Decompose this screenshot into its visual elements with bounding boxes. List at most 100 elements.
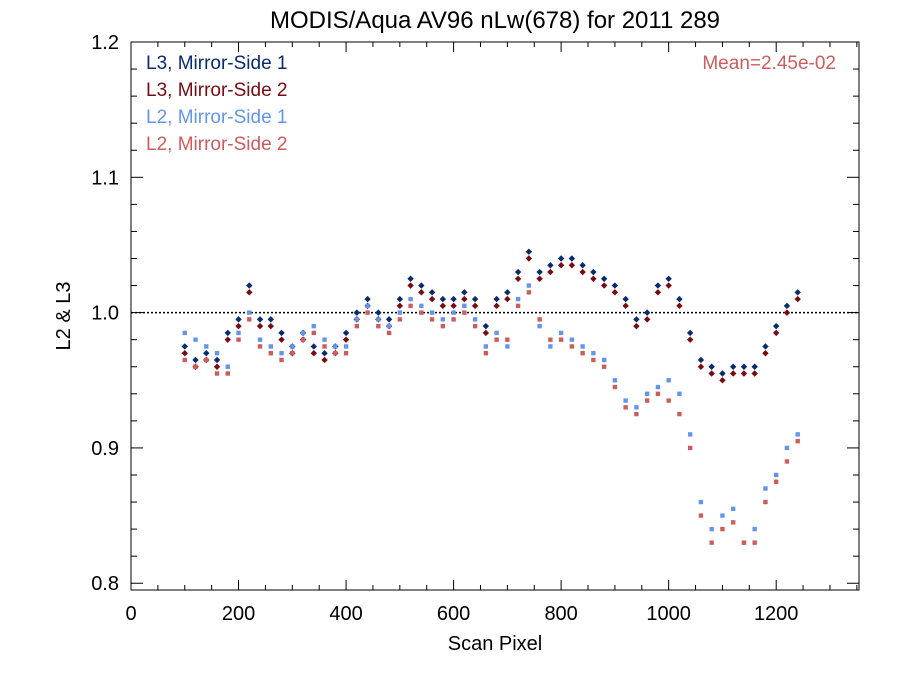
point-series-0 (493, 295, 500, 303)
point-series-1 (643, 316, 651, 323)
point-series-3 (182, 357, 187, 363)
point-series-0 (450, 295, 457, 303)
point-series-3 (451, 317, 456, 322)
point-series-1 (772, 329, 780, 337)
point-series-3 (365, 310, 370, 315)
point-series-1 (461, 295, 468, 303)
x-tick-label: 200 (222, 603, 255, 625)
point-series-2 (644, 391, 650, 397)
point-series-1 (418, 289, 425, 296)
point-series-1 (600, 282, 608, 289)
point-series-0 (622, 295, 629, 303)
point-series-1 (633, 322, 640, 330)
point-series-1 (783, 309, 791, 316)
point-series-0 (751, 363, 758, 370)
point-series-3 (462, 310, 467, 315)
point-series-0 (396, 295, 404, 303)
legend-entry-l3-ms2: L3, Mirror-Side 2 (146, 80, 288, 101)
point-series-0 (536, 268, 543, 276)
point-series-0 (418, 282, 425, 289)
point-series-3 (290, 351, 295, 356)
point-series-2 (569, 337, 575, 342)
point-series-3 (494, 337, 499, 342)
legend-entry-l3-ms1: L3, Mirror-Side 1 (146, 53, 288, 74)
point-series-3 (612, 384, 618, 390)
point-series-2 (655, 384, 661, 390)
point-series-1 (719, 377, 726, 384)
point-series-0 (267, 316, 274, 323)
point-series-0 (600, 275, 608, 282)
point-series-1 (224, 336, 231, 343)
point-series-2 (257, 337, 263, 342)
point-series-3 (795, 438, 800, 444)
point-series-1 (246, 289, 253, 296)
point-series-3 (741, 540, 747, 545)
point-series-0 (385, 316, 393, 323)
point-series-3 (429, 317, 435, 322)
point-series-1 (235, 322, 242, 330)
chart-title: MODIS/Aqua AV96 nLw(678) for 2011 289 (270, 7, 720, 34)
x-tick-label: 1200 (754, 603, 799, 625)
point-series-2 (451, 310, 456, 315)
point-series-2 (526, 283, 532, 288)
x-tick-label: 400 (329, 603, 362, 625)
point-series-2 (773, 472, 779, 478)
point-series-0 (794, 289, 801, 296)
point-series-1 (396, 302, 404, 310)
point-series-1 (450, 302, 457, 310)
point-series-0 (461, 289, 468, 296)
point-series-3 (558, 337, 564, 342)
point-series-2 (247, 310, 252, 315)
point-series-0 (224, 329, 231, 337)
point-series-1 (342, 336, 350, 343)
point-series-0 (568, 255, 576, 262)
point-series-1 (697, 363, 705, 370)
y-tick-label: 0.8 (91, 573, 119, 595)
point-series-1 (181, 350, 188, 357)
point-series-3 (193, 364, 198, 369)
point-series-3 (214, 371, 220, 376)
point-series-3 (386, 330, 392, 336)
point-series-2 (677, 391, 682, 397)
y-tick-label: 0.9 (91, 438, 119, 460)
point-series-2 (268, 344, 273, 349)
point-series-0 (676, 295, 683, 303)
point-series-0 (375, 309, 382, 316)
point-series-2 (494, 330, 499, 336)
x-tick-label: 600 (437, 603, 470, 625)
point-series-3 (483, 351, 489, 356)
point-series-3 (279, 357, 284, 363)
point-series-2 (720, 513, 725, 518)
point-series-2 (300, 330, 306, 336)
point-series-3 (601, 364, 607, 369)
point-series-0 (514, 268, 522, 276)
point-series-2 (214, 351, 220, 356)
point-series-2 (333, 344, 338, 349)
point-series-1 (762, 350, 769, 357)
point-series-3 (687, 445, 693, 451)
point-series-3 (644, 398, 650, 403)
point-series-2 (623, 398, 628, 403)
point-series-1 (267, 322, 274, 330)
point-series-1 (579, 268, 586, 276)
x-axis-label: Scan Pixel (448, 633, 543, 655)
point-series-2 (784, 445, 790, 451)
point-series-2 (279, 351, 284, 356)
point-series-3 (655, 391, 661, 397)
point-series-3 (408, 303, 413, 309)
point-series-0 (203, 350, 210, 357)
point-series-1 (493, 302, 500, 310)
x-tick-label: 800 (544, 603, 577, 625)
point-series-3 (623, 405, 628, 410)
point-series-2 (515, 296, 521, 302)
point-series-1 (547, 268, 554, 276)
point-series-2 (698, 499, 704, 505)
point-series-2 (290, 344, 295, 349)
point-series-3 (580, 351, 585, 356)
legend: L3, Mirror-Side 1 L3, Mirror-Side 2 L2, … (146, 53, 288, 155)
point-series-2 (580, 344, 585, 349)
point-series-3 (591, 357, 596, 363)
point-series-0 (654, 282, 662, 289)
point-series-1 (428, 295, 436, 303)
point-series-3 (204, 357, 209, 363)
